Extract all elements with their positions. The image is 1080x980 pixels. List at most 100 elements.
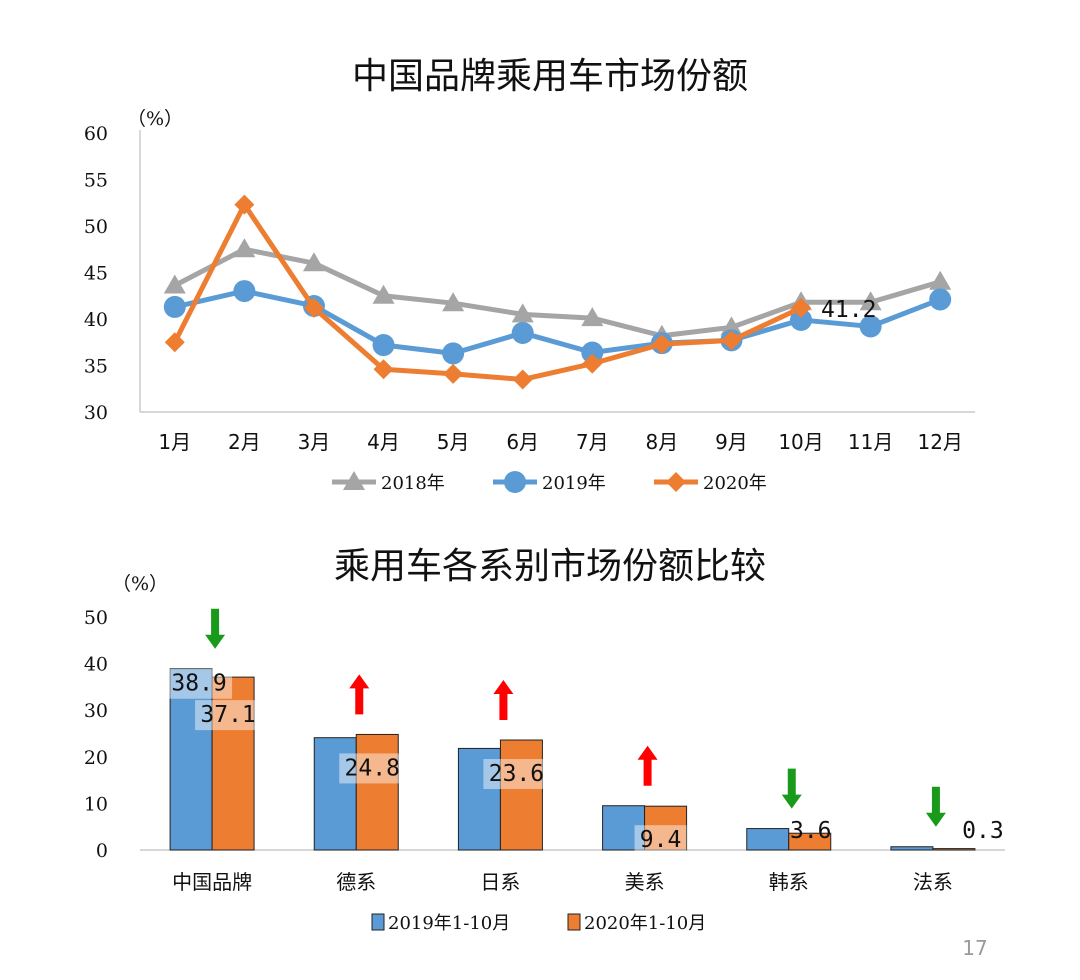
legend-swatch-2019年1-10月 (371, 913, 385, 931)
bar-2020年1-10月-中国品牌 (211, 676, 255, 851)
data-point-2019年-7月 (581, 341, 604, 364)
page-number: 17 (962, 936, 987, 960)
legend-marker-2018年 (343, 471, 365, 490)
data-point-2018年-11月 (859, 291, 882, 311)
y-tick-label: 30 (84, 700, 108, 722)
x-tick-label: 12月 (917, 430, 962, 454)
line-chart-annotations: 41.2 (821, 297, 876, 323)
data-point-2019年-4月 (372, 334, 395, 357)
y-tick-label: 30 (84, 402, 108, 424)
data-label-box (166, 668, 233, 699)
bar-2020年1-10月-法系 (932, 848, 976, 851)
data-label: 9.4 (640, 827, 682, 853)
data-point-2018年-12月 (929, 270, 952, 290)
data-label: 37.1 (200, 702, 255, 728)
trend-arrow-up-icon (349, 674, 370, 715)
data-point-2019年-10月 (790, 308, 813, 331)
x-tick-label: 美系 (625, 870, 665, 894)
bar-2020年1-10月-日系 (499, 739, 543, 851)
y-tick-label: 40 (84, 309, 108, 331)
x-tick-label: 1月 (158, 430, 191, 454)
data-point-2019年-6月 (511, 321, 534, 344)
x-tick-label: 8月 (646, 430, 679, 454)
data-label-box (483, 759, 550, 790)
bar-chart-unit-label: （%） (112, 573, 168, 595)
line-chart-legend: 2018年 2019年 2020年 (332, 471, 767, 494)
bar-chart-y-axis: 0 10 20 30 40 50 (84, 607, 108, 862)
y-tick-label: 10 (84, 793, 108, 815)
data-label-box (634, 825, 687, 856)
data-point-2019年-1月 (163, 295, 186, 318)
trend-arrow-down-icon (205, 608, 226, 649)
data-point-2018年-7月 (581, 307, 604, 327)
data-point-2020年-6月 (512, 369, 533, 390)
legend-marker-2020年 (666, 472, 686, 492)
line-chart-title: 中国品牌乘用车市场份额 (352, 56, 748, 97)
x-tick-label: 中国品牌 (172, 870, 252, 894)
x-tick-label: 10月 (778, 430, 823, 454)
y-tick-label: 0 (96, 840, 108, 862)
y-tick-label: 45 (84, 263, 108, 285)
legend-marker-2019年 (504, 471, 526, 493)
trend-arrow-up-icon (493, 680, 514, 721)
y-tick-label: 35 (84, 356, 108, 378)
y-tick-label: 60 (84, 123, 108, 145)
data-label: 24.8 (345, 755, 400, 781)
data-point-2020年-9月 (721, 330, 742, 351)
x-tick-label: 5月 (437, 430, 470, 454)
trend-arrow-up-icon (637, 745, 658, 786)
data-point-2020年-4月 (373, 359, 394, 380)
data-label-box (339, 753, 406, 784)
legend-label: 2020年1-10月 (584, 913, 706, 934)
x-tick-label: 德系 (336, 870, 376, 894)
x-tick-label: 法系 (913, 870, 953, 894)
data-point-2019年-11月 (859, 315, 882, 338)
bar-2019年1-10月-中国品牌 (169, 668, 213, 851)
data-point-2020年-5月 (443, 363, 464, 384)
legend-label: 2019年 (542, 473, 606, 494)
x-tick-label: 7月 (576, 430, 609, 454)
x-tick-label: 11月 (848, 430, 893, 454)
data-label-box (195, 700, 262, 731)
bar-2020年1-10月-美系 (644, 805, 688, 851)
data-label: 0.3 (962, 818, 1004, 844)
bar-chart-title: 乘用车各系别市场份额比较 (334, 546, 766, 587)
legend-label: 2020年 (703, 473, 767, 494)
bar-2020年1-10月-韩系 (788, 832, 832, 851)
x-tick-label: 日系 (480, 870, 520, 894)
bar-2019年1-10月-法系 (890, 846, 934, 851)
data-label: 3.6 (790, 818, 832, 844)
y-tick-label: 55 (84, 170, 108, 192)
line-chart-unit-label: （%） (127, 108, 183, 130)
series-line-2020年 (172, 202, 803, 382)
x-tick-label: 4月 (367, 430, 400, 454)
data-point-2019年-2月 (233, 280, 256, 303)
bar-chart-bars (169, 668, 976, 851)
data-label: 38.9 (171, 671, 226, 697)
x-tick-label: 9月 (715, 430, 748, 454)
line-chart-x-axis: 1月 2月 3月 4月 5月 6月 7月 8月 9月 10月 11月 12月 (158, 430, 963, 454)
data-point-2020年-10月 (791, 297, 812, 318)
data-point-2020年-1月 (164, 332, 185, 353)
trend-arrow-down-icon (781, 768, 802, 809)
bar-chart-trend-arrows (205, 608, 946, 827)
data-point-2018年-5月 (442, 292, 465, 312)
data-label: 41.2 (821, 297, 876, 323)
bar-2020年1-10月-德系 (355, 733, 399, 851)
data-point-2020年-8月 (651, 334, 672, 355)
line-chart-series (163, 194, 952, 390)
data-point-2019年-12月 (929, 288, 952, 311)
x-tick-label: 2月 (228, 430, 261, 454)
bar-chart: 乘用车各系别市场份额比较 （%） 0 10 20 30 40 50 38.9 37.1 24.… (84, 546, 1005, 934)
data-point-2018年-2月 (233, 238, 256, 258)
y-tick-label: 20 (84, 747, 108, 769)
bar-chart-data-labels: 38.9 37.1 24.8 23.6 9.4 3.6 0.3 (166, 668, 1004, 856)
x-tick-label: 韩系 (769, 870, 809, 894)
bar-2019年1-10月-韩系 (746, 828, 790, 851)
x-tick-label: 6月 (506, 430, 539, 454)
data-point-2020年-3月 (303, 297, 324, 318)
data-point-2018年-3月 (302, 252, 325, 272)
bar-2019年1-10月-日系 (457, 747, 501, 851)
legend-label: 2019年1-10月 (388, 913, 510, 934)
